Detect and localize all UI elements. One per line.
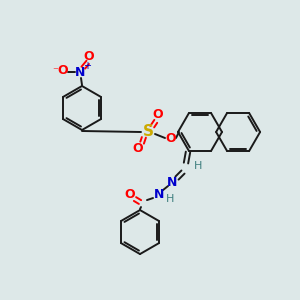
Text: O: O: [153, 109, 163, 122]
Text: S: S: [142, 124, 154, 140]
Text: H: H: [166, 194, 174, 204]
Text: N: N: [154, 188, 164, 201]
Text: O: O: [166, 131, 176, 145]
Text: O: O: [133, 142, 143, 154]
Text: O: O: [125, 188, 135, 201]
Text: O: O: [58, 64, 68, 77]
Text: ⁻: ⁻: [52, 66, 58, 76]
Text: H: H: [194, 161, 202, 171]
Text: O: O: [84, 50, 94, 62]
Text: N: N: [167, 176, 177, 189]
Text: +: +: [83, 61, 91, 71]
Text: N: N: [75, 65, 85, 79]
